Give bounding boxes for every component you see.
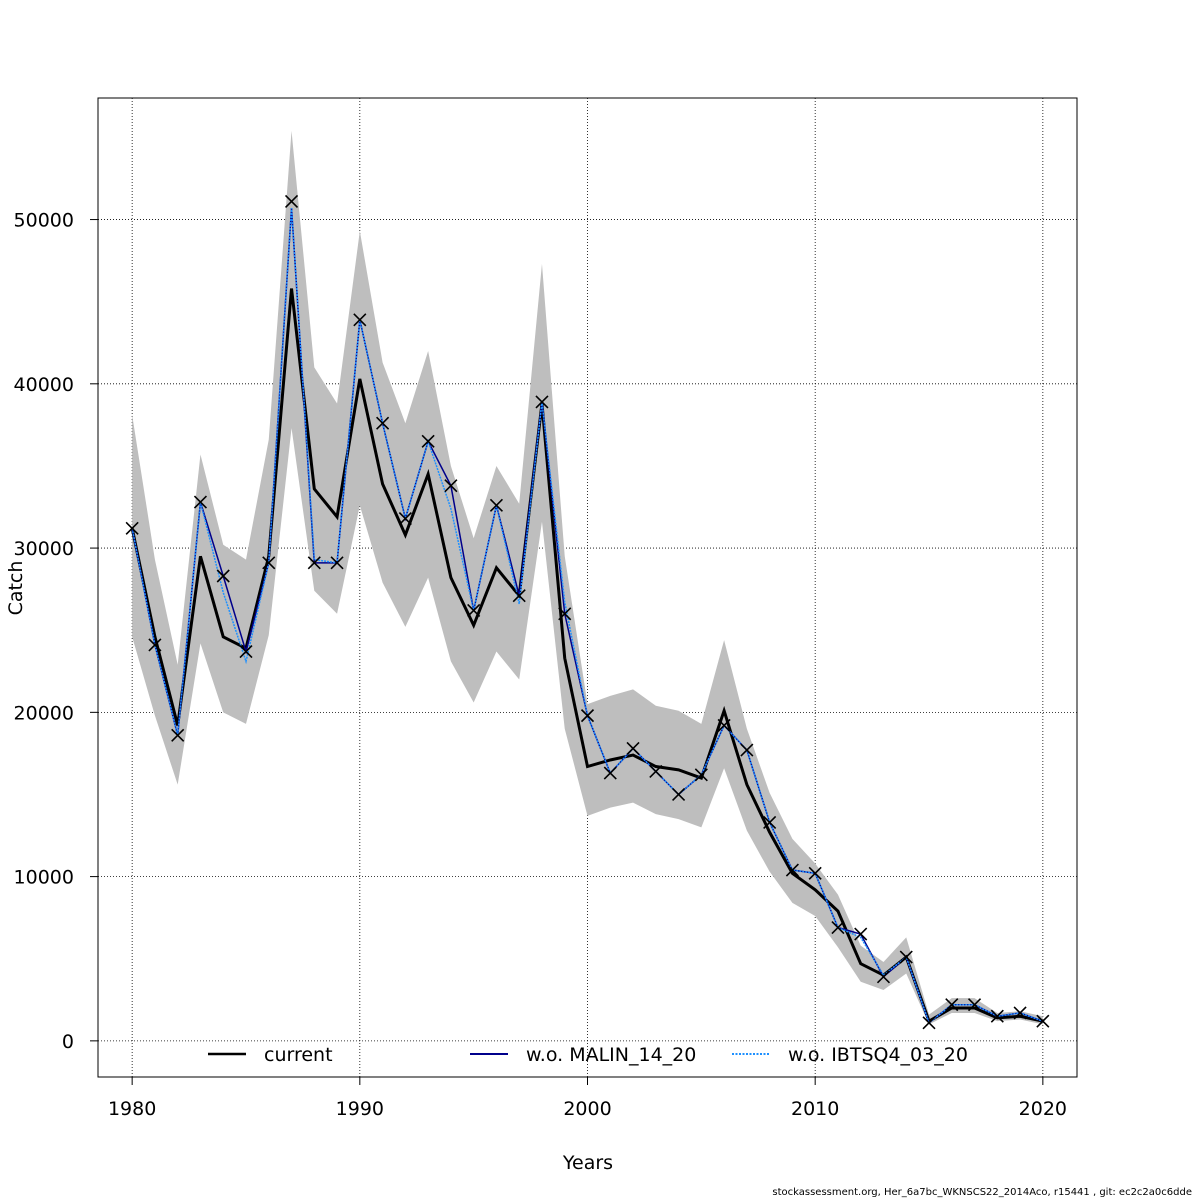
y-tick-label: 50000 [14, 210, 74, 232]
observed-point [421, 434, 435, 448]
observed-point [376, 416, 390, 430]
axes: 1980 1990 2000 2010 2020 0 10000 20000 30000 4000… [14, 210, 1067, 1120]
observed-point [785, 863, 799, 877]
x-tick-label: 1980 [108, 1098, 156, 1120]
observed-point [717, 718, 731, 733]
y-axis-label: Catch [5, 561, 27, 616]
observed-point [307, 556, 321, 570]
observed-point [876, 970, 891, 984]
observed-point [262, 556, 276, 570]
observed-point [148, 638, 162, 652]
observed-point [626, 741, 640, 756]
observed-point [922, 1016, 936, 1030]
observed-point [808, 866, 822, 880]
x-tick-label: 2000 [563, 1098, 611, 1120]
observed-point [854, 927, 868, 941]
observed-point [763, 815, 777, 829]
observed-point [330, 556, 344, 570]
observed-point [489, 498, 503, 512]
legend-label: w.o. MALIN_14_20 [526, 1044, 696, 1066]
observed-point [1036, 1014, 1050, 1028]
y-tick-label: 30000 [14, 538, 74, 560]
observed-point [945, 998, 959, 1012]
observed-markers [125, 194, 1050, 1030]
observed-point [649, 764, 663, 779]
observed-point [990, 1009, 1004, 1023]
observed-point [398, 511, 412, 526]
observed-point [467, 603, 481, 618]
x-tick-label: 2020 [1019, 1098, 1067, 1120]
y-tick-label: 10000 [14, 867, 74, 889]
observed-point [535, 395, 549, 409]
x-tick-label: 1990 [336, 1098, 384, 1120]
footer-credit: stockassessment.org, Her_6a7bc_WKNSCS22_… [772, 1187, 1192, 1198]
confidence-band-area [132, 130, 1043, 1025]
y-tick-label: 0 [62, 1031, 74, 1053]
observed-point [740, 743, 754, 757]
observed-point [558, 607, 572, 621]
observed-point [125, 521, 139, 535]
confidence-band [132, 130, 1043, 1025]
observed-point [353, 313, 367, 327]
y-tick-label: 40000 [14, 374, 74, 396]
observed-point [216, 569, 230, 583]
observed-point [444, 479, 458, 493]
observed-point [831, 920, 845, 935]
x-tick-label: 2010 [791, 1098, 839, 1120]
observed-point [694, 768, 708, 782]
observed-point [967, 998, 982, 1012]
observed-point [603, 766, 617, 780]
y-tick-label: 20000 [14, 702, 74, 724]
observed-point [171, 728, 185, 742]
observed-point [284, 194, 299, 209]
observed-point [1013, 1006, 1027, 1020]
legend-label: w.o. IBTSQ4_03_20 [788, 1044, 968, 1066]
observed-point [672, 787, 686, 802]
x-axis-label: Years [562, 1152, 613, 1174]
legend: current w.o. MALIN_14_20 w.o. IBTSQ4_03_20 [208, 1044, 968, 1066]
observed-point [193, 495, 208, 509]
observed-point [580, 709, 595, 723]
observed-point [239, 644, 253, 659]
observed-point [899, 950, 913, 964]
legend-label: current [264, 1044, 333, 1066]
observed-point [512, 589, 526, 603]
